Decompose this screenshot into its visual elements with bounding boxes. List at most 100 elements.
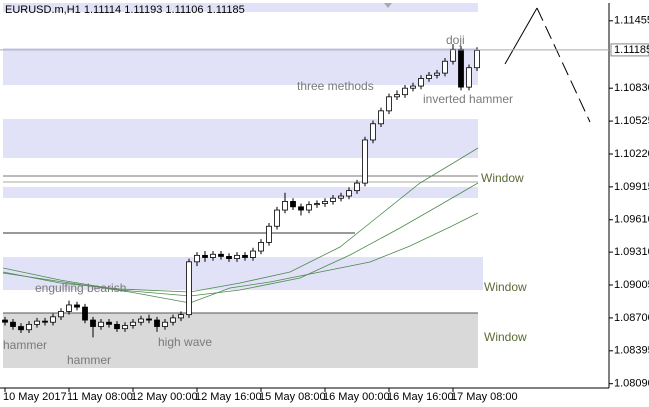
y-tick-label: 1.09915 <box>614 181 649 193</box>
candle-body <box>130 321 136 326</box>
candle-body <box>242 254 248 258</box>
candle-body <box>386 96 392 112</box>
x-tick-label: 15 May 08:00 <box>259 391 326 403</box>
candle-body <box>338 195 344 199</box>
candle-body <box>290 201 296 208</box>
candle-body <box>90 319 96 327</box>
annotation: Window <box>481 171 524 185</box>
y-tick-label: 1.08395 <box>614 345 649 357</box>
candle-body <box>402 87 408 96</box>
zone <box>3 257 483 290</box>
candle-body <box>378 110 384 125</box>
candle-body <box>346 190 352 197</box>
candle-body <box>50 316 56 323</box>
candle-body <box>306 204 312 211</box>
annotation: three methods <box>297 79 374 93</box>
candle-body <box>34 320 40 325</box>
marker <box>384 3 392 8</box>
projection-line <box>536 7 591 123</box>
candle-body <box>362 139 368 184</box>
candle-body <box>466 67 472 88</box>
candle-body <box>202 254 208 258</box>
candles <box>2 43 480 338</box>
candle-body <box>282 201 288 211</box>
candle-body <box>442 60 448 74</box>
candle-body <box>210 253 216 258</box>
candle-body <box>42 320 48 323</box>
annotation: inverted hammer <box>423 92 513 106</box>
zone <box>3 187 478 198</box>
candle-body <box>186 261 192 316</box>
candle-body <box>226 256 232 259</box>
annotation: engulfing bearish <box>35 281 126 295</box>
y-tick-label: 1.09610 <box>614 214 649 226</box>
x-tick-label: 16 May 00:00 <box>323 391 390 403</box>
candle-body <box>354 182 360 192</box>
y-tick-label: 1.10220 <box>614 148 649 160</box>
candle-body <box>370 123 376 141</box>
y-tick-label: 1.10830 <box>614 82 649 94</box>
y-tick-label: 1.10525 <box>614 115 649 127</box>
candle-body <box>474 50 480 69</box>
x-tick-label: 11 May 08:00 <box>67 391 133 403</box>
x-tick-label: 17 May 08:00 <box>451 391 518 403</box>
candle-body <box>58 311 64 318</box>
candle-body <box>10 321 16 327</box>
price-box <box>610 43 649 57</box>
projection-line <box>504 7 538 65</box>
annotation: doji <box>446 33 465 47</box>
zone <box>3 313 478 368</box>
candle-body <box>178 314 184 319</box>
candle-body <box>314 203 320 206</box>
ma-line <box>2 212 479 304</box>
annotation: Window <box>484 280 527 294</box>
x-tick-label: 12 May 16:00 <box>195 391 262 403</box>
candle-body <box>418 78 424 87</box>
zone <box>3 119 478 158</box>
candle-body <box>170 317 176 323</box>
candle-body <box>82 306 88 321</box>
candle-body <box>66 304 72 312</box>
annotation: hammer <box>67 353 111 367</box>
candle-body <box>426 74 432 79</box>
candle-body <box>2 319 8 323</box>
candle-body <box>26 323 32 331</box>
candle-body <box>154 319 160 327</box>
candle-body <box>330 197 336 202</box>
candle-body <box>114 323 120 330</box>
candle-body <box>322 201 328 204</box>
candle-body <box>410 85 416 89</box>
projection <box>504 7 591 123</box>
annotation: Window <box>484 330 527 344</box>
chart-title: EURUSD.m,H1 1.11114 1.11193 1.11106 1.11… <box>5 4 245 16</box>
candle-body <box>274 209 280 227</box>
price-label: 1.11185 <box>614 44 649 56</box>
candle-body <box>18 326 24 331</box>
x-tick-label: 10 May 2017 <box>3 391 67 403</box>
x-tick-label: 16 May 16:00 <box>387 391 454 403</box>
candle-body <box>258 242 264 252</box>
candle-body <box>138 318 144 323</box>
candle-body <box>434 72 440 76</box>
candle-body <box>266 225 272 243</box>
ma-line <box>2 182 479 297</box>
zone <box>3 3 478 12</box>
candle-body <box>298 206 304 211</box>
candle-body <box>218 253 224 257</box>
candle-body <box>98 321 104 327</box>
candle-body <box>74 304 80 308</box>
candle-body <box>194 254 200 263</box>
x-tick-label: 12 May 00:00 <box>131 391 198 403</box>
candle-body <box>162 321 168 327</box>
annotation: high wave <box>158 335 212 349</box>
candle-body <box>394 94 400 98</box>
zones <box>3 3 483 368</box>
ma-line <box>2 147 479 293</box>
moving-averages <box>2 147 479 304</box>
candle-body <box>122 325 128 330</box>
annotation: hammer <box>3 338 47 352</box>
candle-body <box>106 321 112 325</box>
y-tick-label: 1.11455 <box>614 15 649 27</box>
candle-body <box>450 48 456 62</box>
